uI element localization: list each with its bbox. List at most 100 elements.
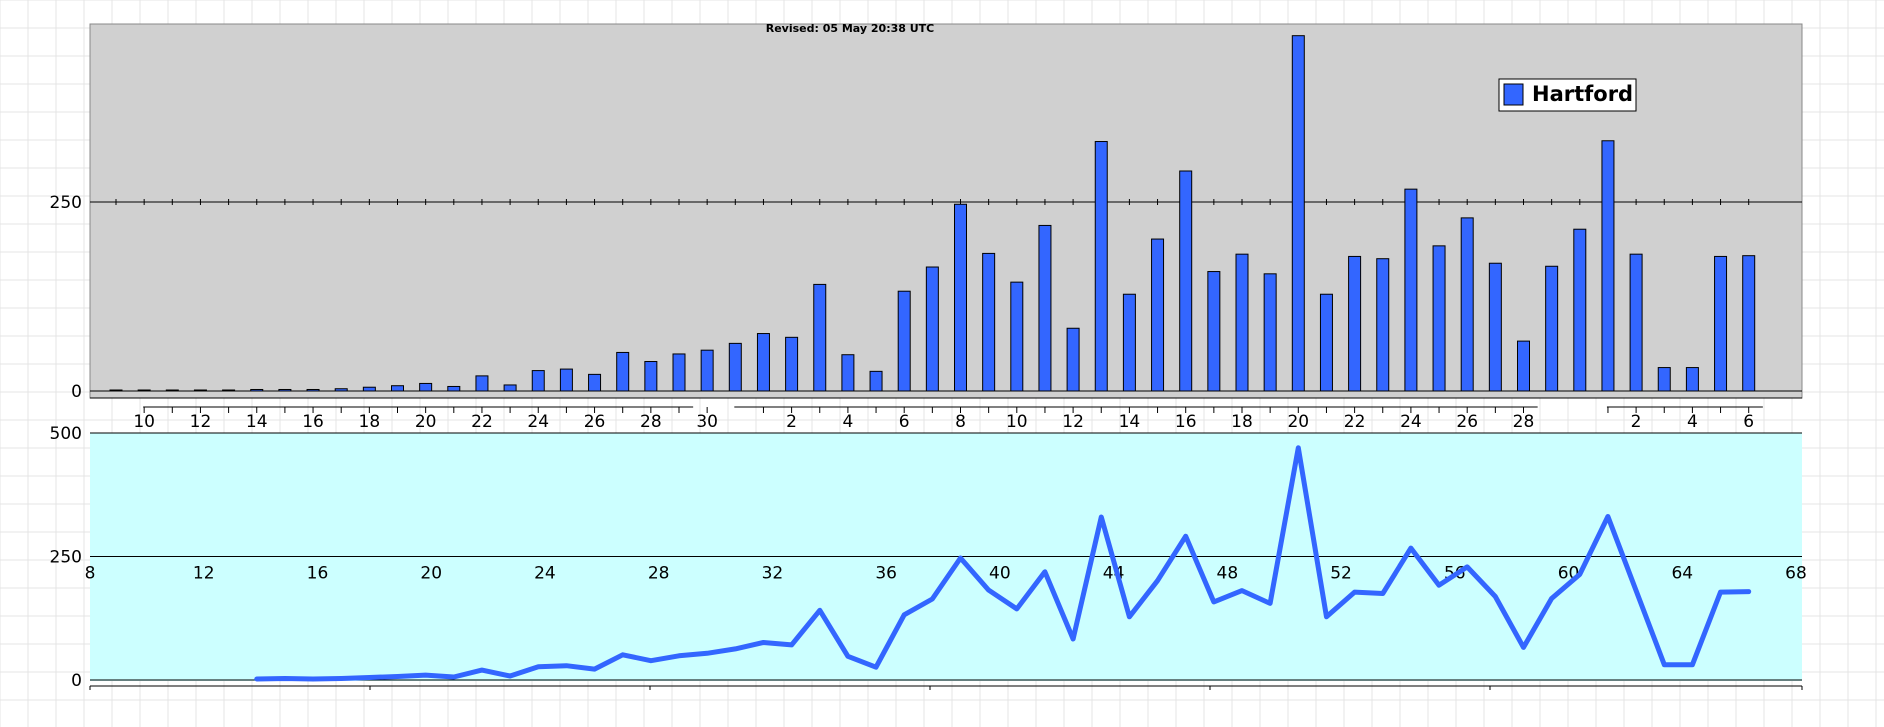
- bar: [1010, 281, 1024, 392]
- bar: [475, 375, 489, 392]
- revised-timestamp: Revised: 05 May 20:38 UTC: [766, 22, 935, 35]
- date-tick-label: 28: [640, 412, 662, 432]
- bar: [447, 385, 461, 392]
- y-tick-label: 250: [50, 548, 82, 568]
- bar: [728, 342, 742, 392]
- bar-chart-y-tick-labels: 0 250: [50, 193, 82, 402]
- bar: [1685, 367, 1699, 392]
- x-tick-label: 24: [534, 564, 556, 584]
- bar: [419, 382, 433, 392]
- bar: [700, 349, 714, 392]
- bar: [756, 333, 770, 392]
- bar: [1348, 255, 1362, 392]
- date-tick-label: 8: [955, 412, 966, 432]
- bar: [1488, 262, 1502, 392]
- bar: [1601, 140, 1615, 392]
- bar: [306, 388, 320, 392]
- bar: [588, 373, 602, 392]
- date-tick-label: 12: [1062, 412, 1084, 432]
- bar: [165, 389, 179, 392]
- bar: [954, 203, 967, 392]
- bar: [1432, 245, 1446, 392]
- bar: [1179, 170, 1193, 392]
- x-tick-label: 28: [648, 564, 670, 584]
- x-tick-label: 68: [1785, 564, 1807, 584]
- date-tick-label: 30: [696, 412, 718, 432]
- date-tick-label: 6: [899, 412, 910, 432]
- x-tick-label: 8: [85, 564, 96, 584]
- date-tick-label: 12: [190, 412, 212, 432]
- date-tick-label: 2: [786, 412, 797, 432]
- bar: [1573, 228, 1587, 392]
- bar-chart-gridlines: [90, 199, 1802, 399]
- date-tick-label: 24: [1400, 412, 1422, 432]
- y-tick-label: 500: [50, 424, 82, 444]
- bar: [334, 388, 348, 392]
- bar: [1207, 271, 1221, 392]
- bar: [869, 370, 883, 392]
- bar: [193, 389, 207, 392]
- x-tick-label: 64: [1671, 564, 1693, 584]
- legend-label: Hartford: [1532, 82, 1633, 106]
- bar: [1235, 253, 1249, 392]
- date-tick-label: 20: [1287, 412, 1309, 432]
- x-tick-label: 16: [307, 564, 329, 584]
- bar: [109, 389, 123, 392]
- bar: [785, 336, 799, 392]
- date-tick-label: 28: [1513, 412, 1535, 432]
- bar: [644, 361, 658, 392]
- bar: [1742, 255, 1756, 392]
- date-tick-label: 10: [133, 412, 155, 432]
- bar: [1545, 265, 1559, 392]
- bar-chart-panel: Revised: 05 May 20:38 UTC 0 250 10 12 14 16 1…: [50, 22, 1803, 432]
- date-tick-label: 22: [471, 412, 493, 432]
- bar: [1714, 255, 1728, 392]
- date-tick-label: 22: [1344, 412, 1366, 432]
- bar: [1094, 141, 1108, 392]
- line-chart-gridlines: [89, 432, 1803, 690]
- date-tick-label: 6: [1743, 412, 1754, 432]
- bar: [813, 283, 827, 392]
- line-series: [254, 445, 1752, 682]
- bar: [897, 290, 911, 392]
- bar: [503, 384, 517, 392]
- bar: [925, 266, 939, 392]
- bar: [1122, 293, 1136, 392]
- date-tick-label: 4: [1687, 412, 1698, 432]
- bar: [1038, 224, 1052, 392]
- date-tick-label: 4: [842, 412, 853, 432]
- bar: [841, 354, 855, 392]
- date-tick-label: 10: [1006, 412, 1028, 432]
- bar: [1629, 253, 1643, 392]
- y-tick-label: 0: [71, 382, 82, 402]
- x-tick-label: 48: [1217, 564, 1239, 584]
- bar: [1066, 327, 1080, 392]
- x-tick-label: 36: [875, 564, 897, 584]
- date-tick-label: 24: [527, 412, 549, 432]
- bar: [278, 388, 292, 392]
- date-tick-label: 2: [1631, 412, 1642, 432]
- bar: [137, 389, 151, 392]
- bar: [1517, 340, 1530, 392]
- date-tick-label: 14: [1119, 412, 1141, 432]
- bar: [250, 388, 264, 392]
- bar: [982, 252, 996, 392]
- bar: [1319, 293, 1333, 392]
- bar: [222, 389, 236, 392]
- bar: [616, 351, 630, 392]
- bar: [559, 368, 573, 392]
- bar: [531, 370, 545, 392]
- legend-swatch: [1503, 83, 1524, 106]
- line-chart-y-tick-labels: 0 250 500: [50, 424, 82, 691]
- date-tick-label: 20: [415, 412, 437, 432]
- x-tick-label: 20: [420, 564, 442, 584]
- date-tick-label: 16: [302, 412, 324, 432]
- x-tick-label: 32: [762, 564, 784, 584]
- bar: [672, 353, 686, 392]
- date-tick-label: 26: [1456, 412, 1478, 432]
- x-tick-label: 52: [1330, 564, 1352, 584]
- y-tick-label: 250: [50, 193, 82, 213]
- bar: [1460, 217, 1474, 392]
